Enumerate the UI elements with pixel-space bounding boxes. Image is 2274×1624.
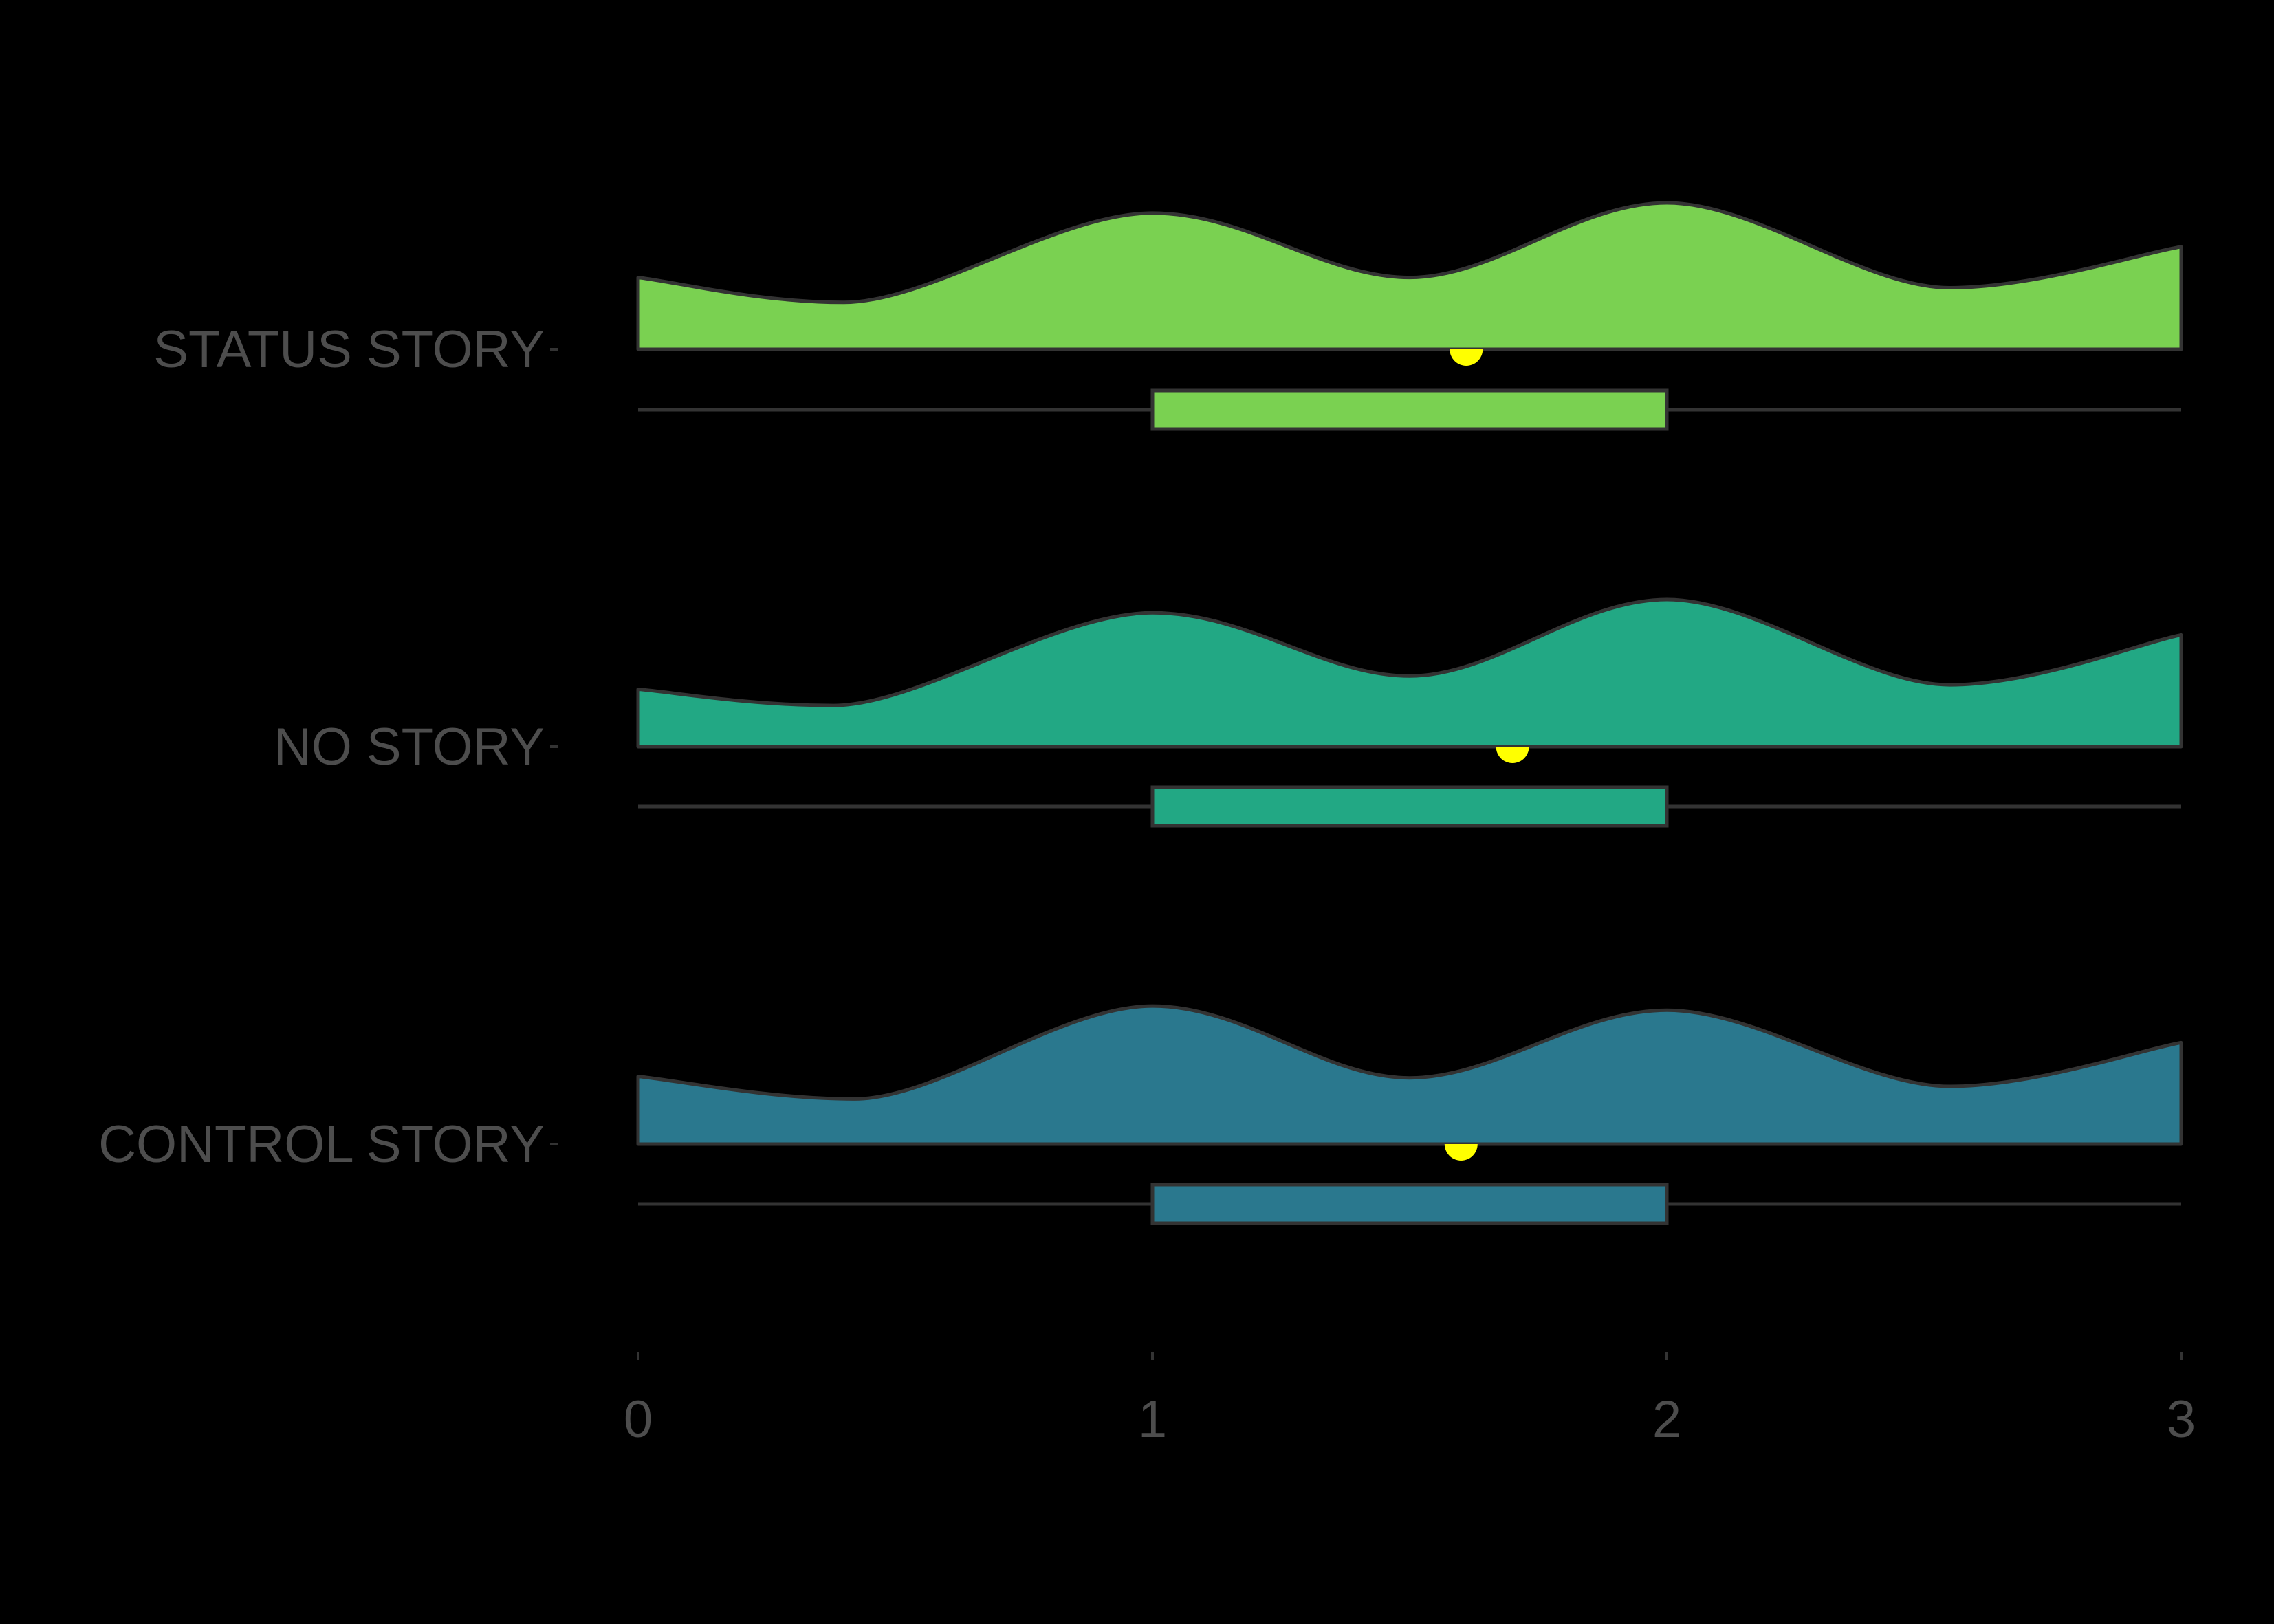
- x-tick-label: 3: [2167, 1390, 2196, 1449]
- category-row: CONTROL STORY: [98, 1004, 2183, 1225]
- x-tick-label: 0: [624, 1390, 653, 1449]
- mean-marker: [1444, 1144, 1478, 1161]
- density-cloud: [636, 1004, 2183, 1146]
- category-row: NO STORY: [274, 597, 2183, 828]
- box: [1150, 1183, 1669, 1225]
- category-rows: STATUS STORY NO STORY CONTROL STORY: [98, 201, 2183, 1225]
- category-row: STATUS STORY: [153, 201, 2183, 431]
- density-cloud: [636, 597, 2183, 749]
- category-label: CONTROL STORY: [98, 1115, 545, 1174]
- x-axis: 0 1 2 3: [624, 1352, 2196, 1449]
- category-label: NO STORY: [274, 718, 545, 776]
- box: [1150, 785, 1669, 828]
- mean-marker: [1496, 747, 1529, 763]
- category-label: STATUS STORY: [153, 320, 545, 379]
- mean-marker: [1450, 349, 1483, 366]
- x-tick-label: 2: [1652, 1390, 1681, 1449]
- x-tick-label: 1: [1138, 1390, 1167, 1449]
- box: [1150, 388, 1669, 431]
- density-cloud: [636, 201, 2183, 351]
